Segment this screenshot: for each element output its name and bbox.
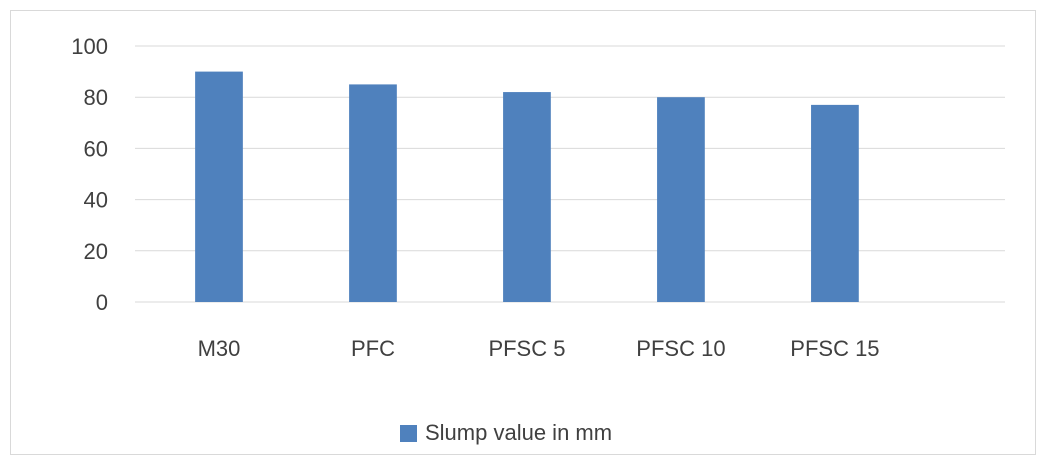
y-axis-ticks: 0 20 40 60 80 100 [71,34,108,315]
bar-m30 [195,71,243,302]
bar-pfsc-10 [657,97,705,302]
x-tick-label: PFC [351,336,395,361]
legend: Slump value in mm [400,418,612,448]
x-tick-label: PFSC 5 [488,336,565,361]
gridlines [135,45,1005,303]
y-tick-label: 40 [84,188,108,213]
legend-swatch [400,424,417,442]
y-tick-label: 60 [84,136,108,161]
x-axis-ticks: M30 PFC PFSC 5 PFSC 10 PFSC 15 [198,336,880,361]
y-tick-label: 100 [71,34,108,59]
bar-pfsc-5 [503,92,551,302]
bar-pfsc-15 [811,104,859,302]
y-tick-label: 20 [84,239,108,264]
y-tick-label: 0 [96,290,108,315]
x-tick-label: M30 [198,336,241,361]
x-tick-label: PFSC 15 [790,336,879,361]
x-tick-label: PFSC 10 [636,336,725,361]
bars [195,71,859,303]
legend-label: Slump value in mm [425,420,613,445]
y-tick-label: 80 [84,85,108,110]
bar-pfc [349,84,397,303]
